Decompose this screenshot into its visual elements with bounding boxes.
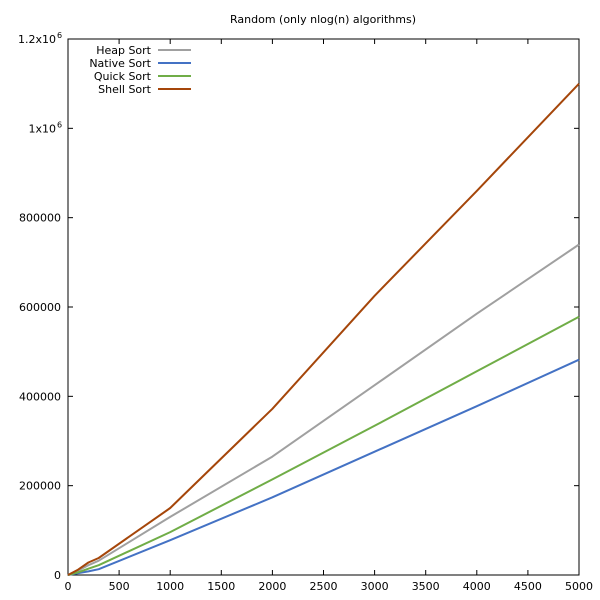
y-tick-label: 600000: [19, 301, 61, 314]
y-tick-exponent: 6: [57, 31, 62, 40]
x-tick-label: 4500: [514, 580, 542, 593]
series-line-quick-sort: [67, 315, 580, 576]
series-line-native-sort: [67, 358, 580, 576]
y-tick-label: 200000: [19, 480, 61, 493]
plot-frame: [67, 38, 580, 576]
x-tick-label: 500: [109, 580, 130, 593]
x-tick-label: 1500: [207, 580, 235, 593]
y-tick-label: 0: [54, 569, 61, 582]
y-tick-label: 400000: [19, 390, 61, 403]
y-tick-label: 1x10: [28, 122, 56, 135]
y-tick-label: 800000: [19, 212, 61, 225]
legend-label: Shell Sort: [98, 83, 152, 96]
x-tick-label: 3000: [361, 580, 389, 593]
series-lines: [67, 83, 580, 576]
legend-label: Native Sort: [89, 57, 151, 70]
x-tick-label: 3500: [412, 580, 440, 593]
x-tick-label: 4000: [463, 580, 491, 593]
x-tick-label: 1000: [156, 580, 184, 593]
legend-label: Quick Sort: [94, 70, 152, 83]
series-line-shell-sort: [67, 83, 580, 576]
series-line-heap-sort: [67, 243, 580, 576]
chart-title: Random (only nlog(n) algorithms): [230, 13, 416, 26]
x-tick-label: 5000: [565, 580, 593, 593]
x-tick-label: 2500: [310, 580, 338, 593]
axes: 0 500 1000 1500 2000 2500 3000 3500 4000 4500 5000…: [18, 31, 593, 593]
x-tick-label: 2000: [258, 580, 286, 593]
y-tick-exponent: 6: [57, 120, 62, 129]
x-tick-label: 0: [65, 580, 72, 593]
y-tick-label: 1.2x10: [18, 33, 56, 46]
legend-label: Heap Sort: [96, 44, 151, 57]
